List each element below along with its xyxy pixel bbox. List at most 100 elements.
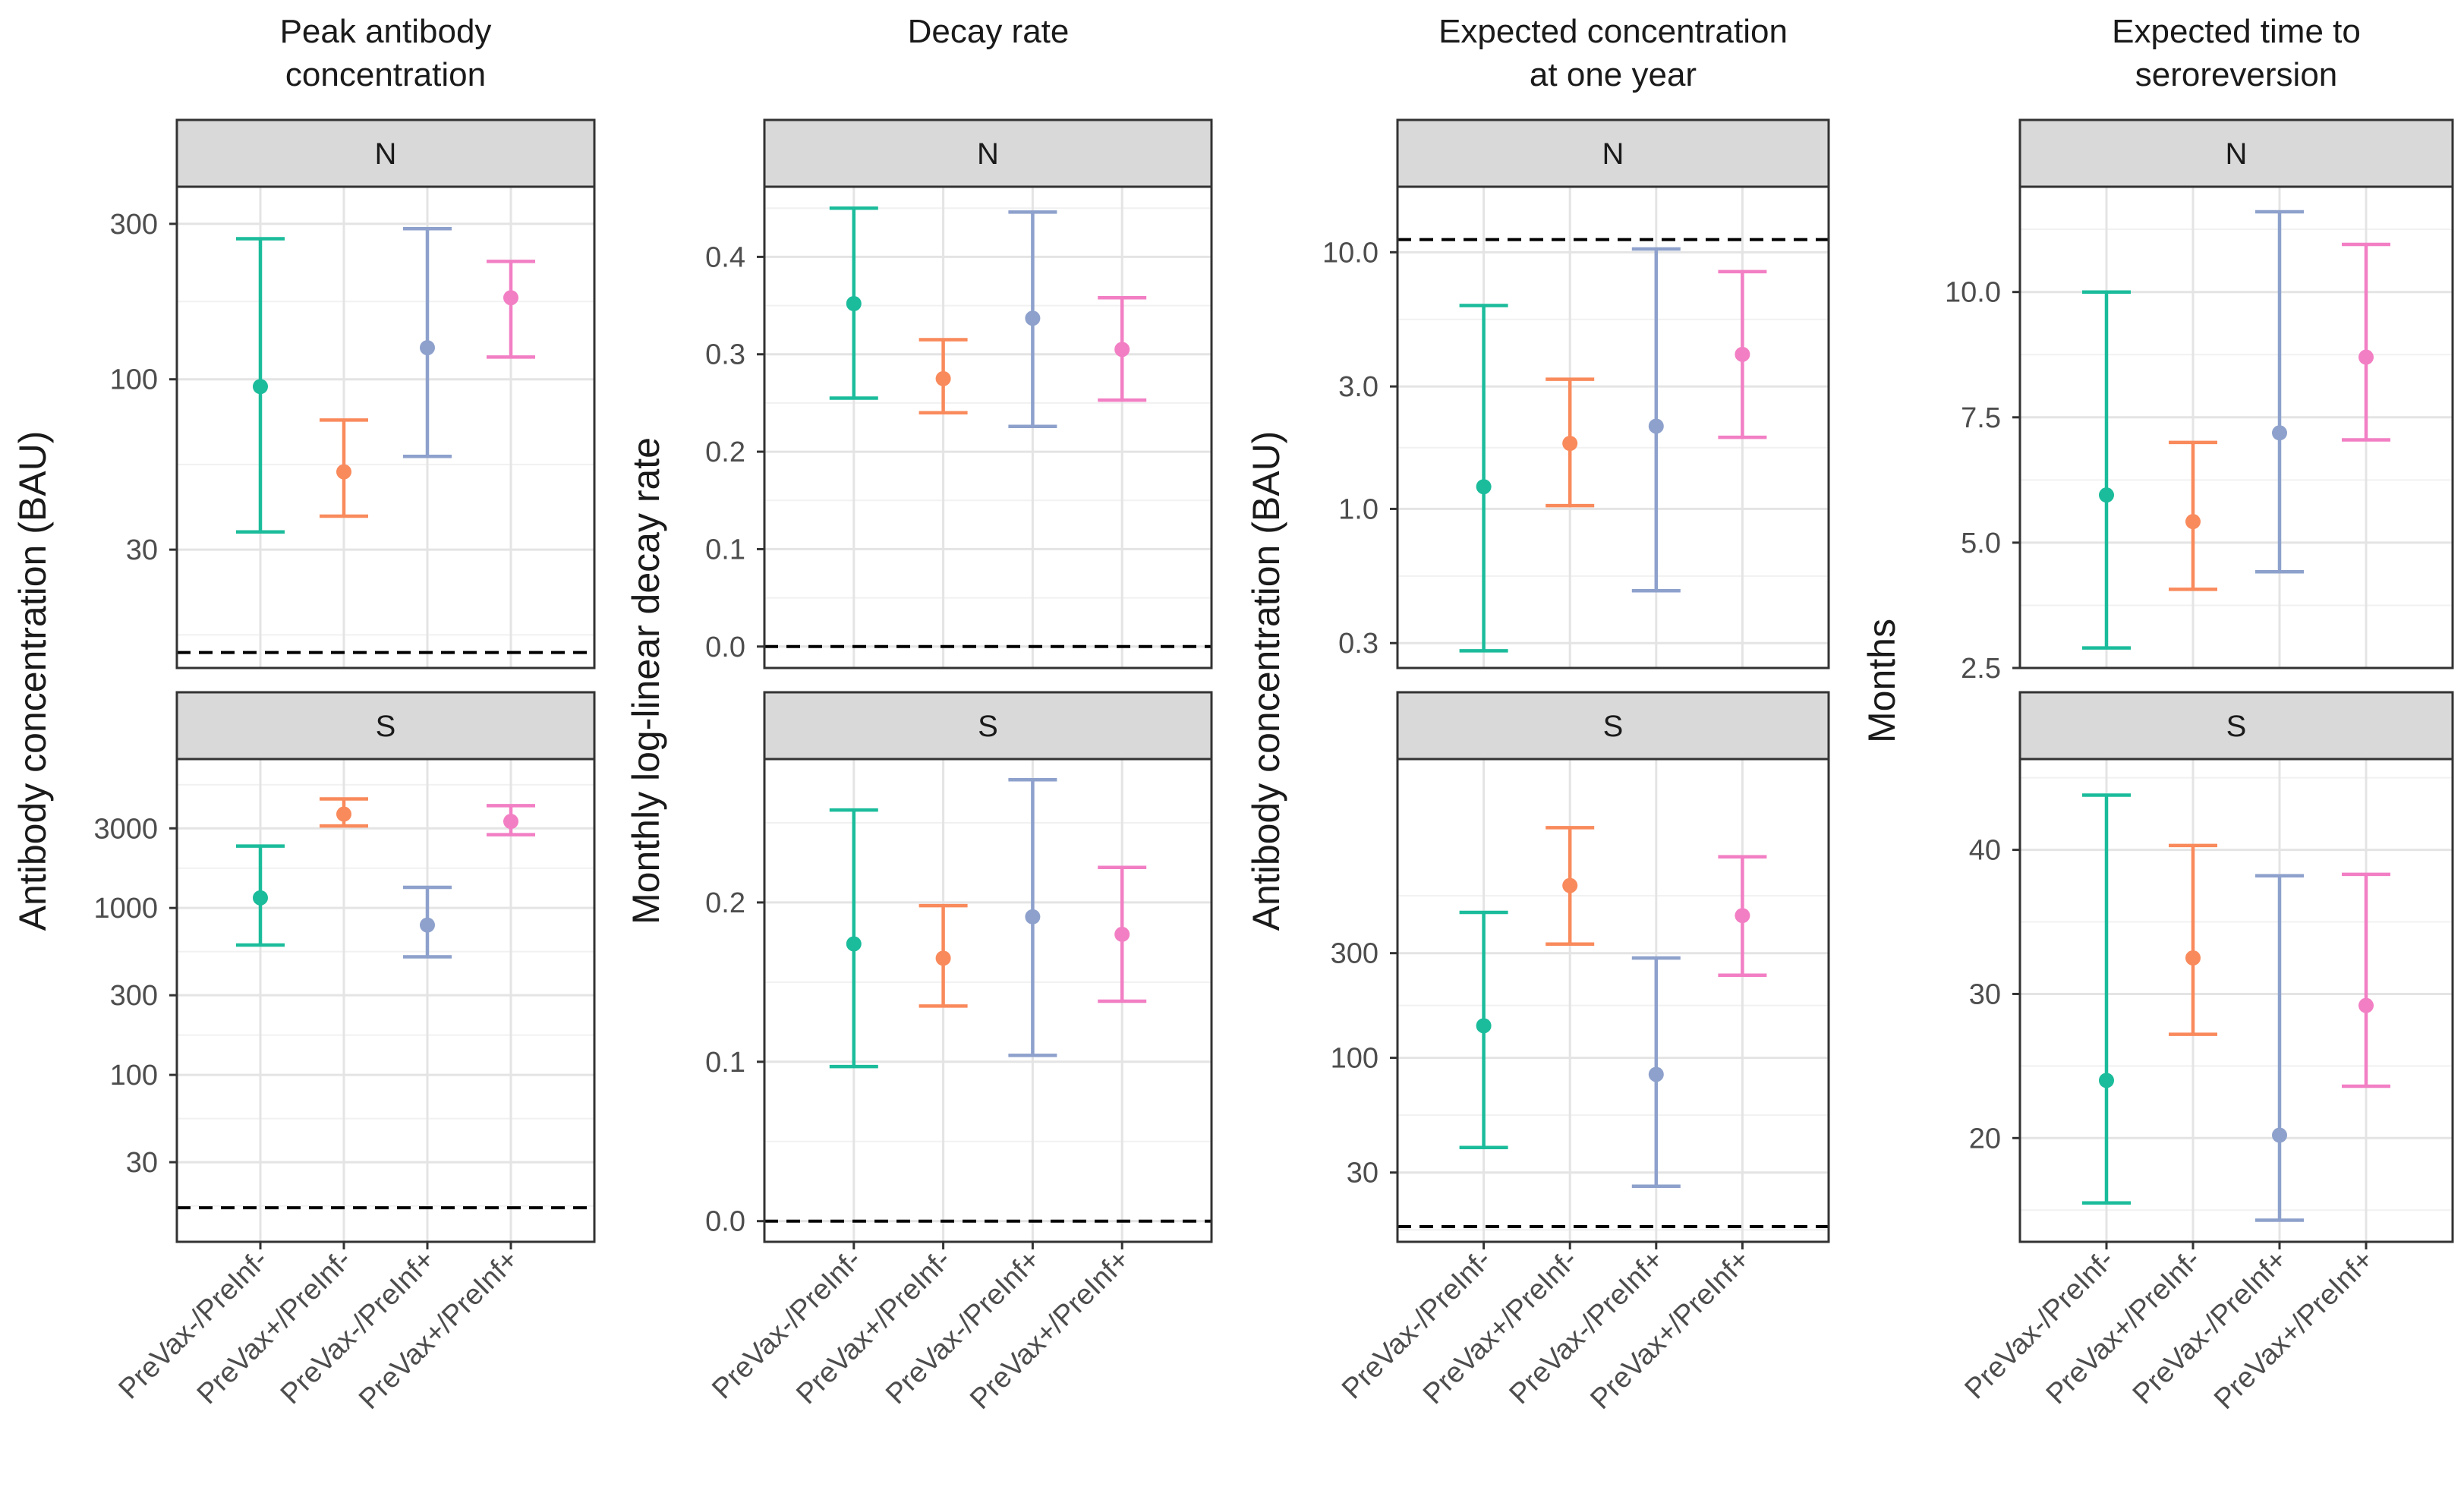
- point-estimate: [1114, 926, 1130, 942]
- chart-4: Expected time to seroreversion Months 2.5 5.…: [1861, 13, 2454, 1416]
- point-estimate: [846, 296, 862, 312]
- y-tick-label: 30: [1347, 1158, 1379, 1189]
- errorbar-PreVax-/PreInf+: [403, 885, 452, 959]
- y-tick-label: 100: [110, 1060, 158, 1092]
- chart-title: Decay rate: [908, 13, 1070, 50]
- y-tick-label: 300: [110, 209, 158, 241]
- y-tick-label: 300: [110, 980, 158, 1012]
- point-estimate: [420, 917, 435, 933]
- point-estimate: [253, 890, 268, 906]
- y-tick-label: 0.2: [705, 436, 745, 468]
- point-estimate: [1476, 479, 1492, 495]
- errorbar-PreVax-/PreInf+: [1631, 247, 1681, 593]
- y-tick-label: 20: [1969, 1123, 2001, 1155]
- strip-background: [763, 118, 1213, 188]
- y-tick-label: 30: [126, 1147, 158, 1179]
- panel-N: 30 100 300 N: [110, 118, 596, 669]
- errorbar-PreVax-/PreInf-: [1459, 304, 1508, 653]
- x-tick-label: PreVax+/PreInf-: [1417, 1244, 1584, 1411]
- point-estimate: [1735, 908, 1750, 924]
- panel-background: [1397, 187, 1829, 668]
- point-estimate: [420, 340, 435, 356]
- chart-2: Decay rate Monthly log-linear decay rate 0…: [625, 13, 1213, 1416]
- chart-title: concentration: [285, 56, 486, 93]
- y-tick-label: 0.1: [705, 534, 745, 566]
- y-tick-label: 3.0: [1338, 371, 1379, 403]
- y-tick-label: 0.2: [705, 887, 745, 919]
- panel-background: [177, 187, 594, 668]
- point-estimate: [935, 370, 951, 386]
- panel-background: [177, 759, 594, 1242]
- x-tick-label: PreVax-/PreInf+: [275, 1244, 442, 1411]
- errorbar-PreVax+/PreInf+: [1718, 269, 1767, 439]
- errorbar-PreVax+/PreInf+: [1718, 855, 1767, 978]
- panel-S: 20 30 40 S PreVax-/PreInf-PreVax+/PreInf-Pre…: [1958, 691, 2454, 1416]
- x-tick-label: PreVax+/PreInf+: [964, 1244, 1136, 1416]
- errorbar-PreVax+/PreInf-: [2169, 843, 2217, 1036]
- y-tick-label: 100: [110, 364, 158, 396]
- point-estimate: [1025, 909, 1041, 925]
- chart-title: seroreversion: [2135, 56, 2338, 93]
- point-estimate: [2099, 487, 2114, 503]
- errorbar-PreVax+/PreInf-: [1546, 826, 1595, 946]
- strip-label: S: [376, 710, 396, 743]
- panel-N: 2.5 5.0 7.5 10.0 N: [1945, 118, 2454, 685]
- strip-background: [1396, 691, 1830, 761]
- panel-S: 3010030010003000SPreVax-/PreInf-PreVax+/…: [93, 691, 596, 1416]
- y-tick-label: 3000: [93, 813, 158, 845]
- x-tick-label: PreVax+/PreInf-: [790, 1244, 957, 1411]
- point-estimate: [503, 290, 518, 306]
- errorbar-PreVax-/PreInf+: [403, 226, 452, 458]
- point-estimate: [1648, 1066, 1664, 1082]
- chart-title: at one year: [1530, 56, 1697, 93]
- point-estimate: [336, 806, 351, 822]
- y-tick-label: 7.5: [1961, 402, 2001, 434]
- point-estimate: [503, 814, 518, 830]
- point-estimate: [846, 936, 862, 952]
- point-estimate: [2185, 514, 2201, 530]
- strip-background: [1396, 118, 1830, 188]
- x-tick-label: PreVax+/PreInf+: [353, 1244, 525, 1416]
- strip-background: [763, 691, 1213, 761]
- y-tick-label: 0.0: [705, 1206, 745, 1238]
- x-tick-label: PreVax+/PreInf-: [2040, 1244, 2207, 1411]
- errorbar-PreVax-/PreInf-: [236, 237, 285, 534]
- panel-S: 0.0 0.1 0.2 S PreVax-/PreInf-PreVax+/PreInf-…: [705, 691, 1213, 1416]
- y-tick-label: 0.1: [705, 1047, 745, 1079]
- y-tick-label: 300: [1331, 938, 1379, 970]
- point-estimate: [2185, 950, 2201, 966]
- errorbar-PreVax-/PreInf-: [829, 206, 878, 400]
- y-axis-label: Months: [1861, 619, 1903, 743]
- errorbar-PreVax-/PreInf+: [1008, 778, 1057, 1057]
- y-tick-label: 10.0: [1322, 237, 1379, 269]
- point-estimate: [2272, 1127, 2287, 1143]
- strip-background: [175, 691, 596, 761]
- panel-background: [1397, 759, 1829, 1242]
- errorbar-PreVax+/PreInf-: [918, 903, 968, 1008]
- errorbar-PreVax-/PreInf+: [1008, 210, 1057, 428]
- y-tick-label: 0.3: [1338, 628, 1379, 660]
- strip-label: N: [977, 137, 999, 171]
- y-axis-label: Antibody concentration (BAU): [1245, 431, 1287, 931]
- panel-S: 30 100 300 S PreVax-/PreInf-PreVax+/PreInf-P…: [1331, 691, 1830, 1416]
- x-tick-label: PreVax-/PreInf-: [706, 1244, 868, 1406]
- y-tick-label: 100: [1331, 1043, 1379, 1075]
- x-tick-label: PreVax-/PreInf+: [2127, 1244, 2294, 1411]
- panel-background: [2020, 759, 2453, 1242]
- y-tick-label: 10.0: [1945, 277, 2001, 309]
- errorbar-PreVax+/PreInf+: [1098, 296, 1147, 402]
- y-tick-label: 0.4: [705, 241, 745, 273]
- point-estimate: [2358, 349, 2374, 365]
- errorbar-PreVax+/PreInf+: [1098, 865, 1147, 1003]
- y-axis-label: Monthly log-linear decay rate: [625, 437, 667, 925]
- errorbar-PreVax-/PreInf-: [2082, 793, 2131, 1205]
- errorbar-PreVax+/PreInf+: [2342, 872, 2390, 1088]
- errorbar-PreVax-/PreInf-: [2082, 290, 2131, 650]
- strip-background: [2018, 691, 2454, 761]
- x-tick-label: PreVax-/PreInf-: [1336, 1244, 1498, 1406]
- x-tick-label: PreVax-/PreInf+: [1504, 1244, 1671, 1411]
- chart-title: Expected time to: [2112, 13, 2361, 50]
- errorbar-PreVax-/PreInf-: [236, 844, 285, 947]
- point-estimate: [1476, 1018, 1492, 1034]
